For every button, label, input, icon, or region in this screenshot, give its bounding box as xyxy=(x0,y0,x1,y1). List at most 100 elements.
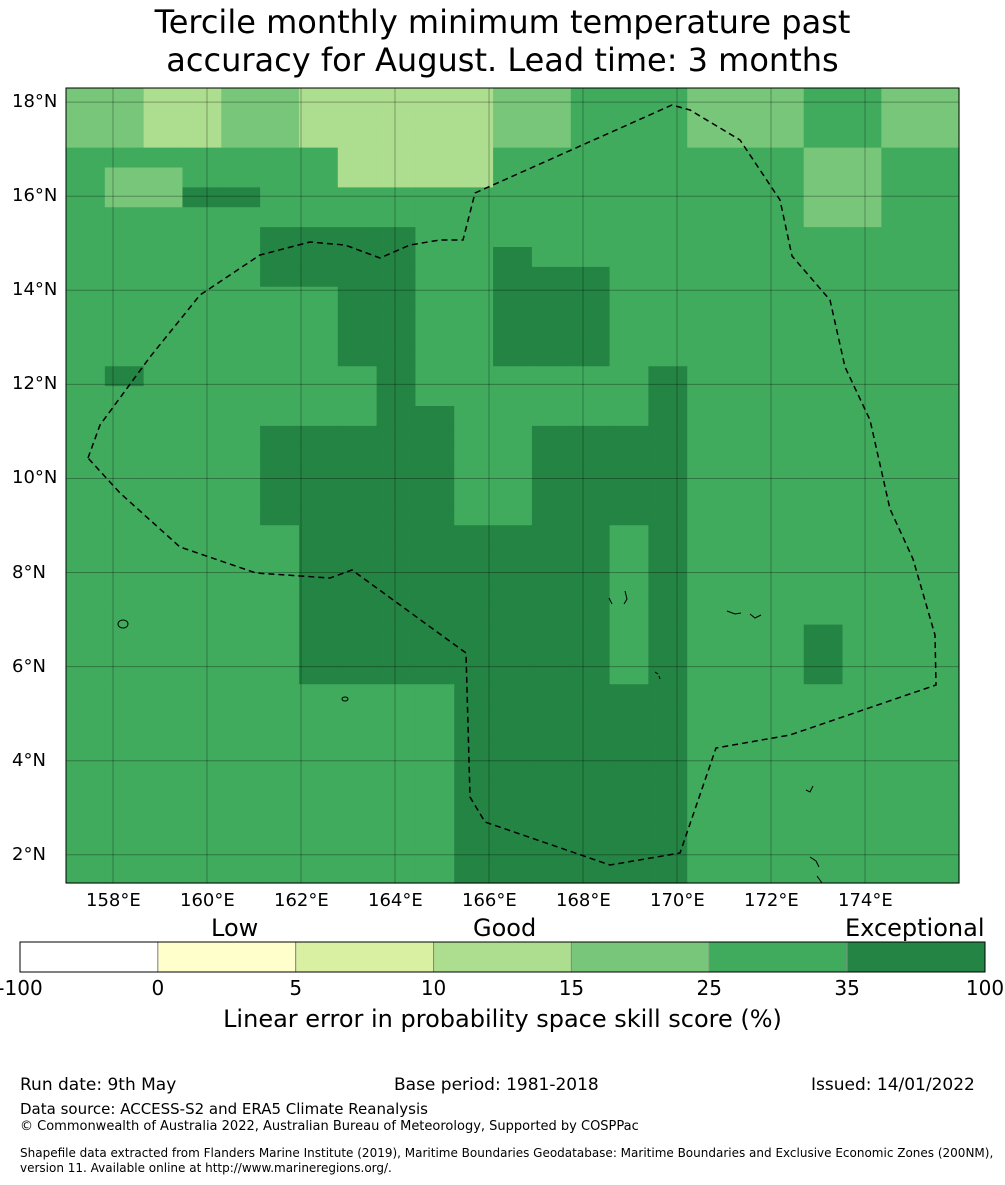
skill-cell xyxy=(454,286,494,308)
skill-cell xyxy=(415,565,455,586)
colorbar-title: Linear error in probability space skill … xyxy=(223,1005,782,1033)
skill-cell xyxy=(881,247,921,268)
skill-cell xyxy=(687,664,727,685)
skill-cell xyxy=(376,485,417,506)
skill-cell xyxy=(531,127,572,149)
skill-cell xyxy=(143,624,184,646)
skill-cell xyxy=(66,584,106,606)
skill-cell xyxy=(803,346,844,367)
skill-cell xyxy=(143,266,184,288)
skill-cell xyxy=(104,584,145,606)
skill-cell xyxy=(687,584,727,606)
skill-cell xyxy=(376,107,417,129)
skill-cell xyxy=(687,644,727,665)
skill-cell xyxy=(104,604,145,626)
skill-cell xyxy=(803,803,844,824)
skill-cell xyxy=(531,485,572,506)
skill-cell xyxy=(143,584,184,606)
skill-cell xyxy=(570,366,611,387)
skill-cell xyxy=(881,366,921,387)
skill-cell xyxy=(531,763,572,785)
skill-cell xyxy=(842,465,882,487)
skill-cell xyxy=(376,366,417,387)
skill-cell xyxy=(726,247,766,268)
skill-cell xyxy=(842,207,882,228)
skill-cell xyxy=(376,584,417,606)
skill-cell xyxy=(803,763,844,785)
skill-cell xyxy=(570,425,611,447)
skill-cell xyxy=(454,207,494,228)
skill-cell xyxy=(182,88,222,109)
skill-cell xyxy=(920,485,960,506)
skill-cell xyxy=(531,266,572,288)
skill-cell xyxy=(337,247,378,268)
skill-cell xyxy=(376,763,417,785)
skill-cell xyxy=(842,803,882,824)
skill-cell xyxy=(764,406,805,427)
skill-cell xyxy=(881,783,921,805)
skill-cell xyxy=(726,485,766,506)
skill-cell xyxy=(609,167,649,188)
skill-cell xyxy=(687,227,727,248)
skill-cell xyxy=(764,783,805,805)
skill-cell xyxy=(648,425,688,447)
skill-cell xyxy=(143,386,184,407)
skill-cell xyxy=(803,743,844,765)
skill-cell xyxy=(143,107,184,129)
skill-cell xyxy=(260,167,300,188)
skill-cell xyxy=(493,624,533,646)
skill-cell xyxy=(298,445,339,467)
skill-cell xyxy=(920,843,960,864)
skill-cell xyxy=(66,545,106,566)
skill-cell xyxy=(648,386,688,407)
skill-cell xyxy=(687,167,727,188)
skill-cell xyxy=(648,584,688,606)
skill-cell xyxy=(920,465,960,487)
skill-cell xyxy=(531,406,572,427)
skill-cell xyxy=(221,366,261,387)
skill-cell xyxy=(182,505,222,526)
skill-cell xyxy=(104,644,145,665)
skill-cell xyxy=(66,107,106,129)
skill-cell xyxy=(260,485,300,506)
skill-cell xyxy=(337,485,378,506)
skill-cell xyxy=(726,525,766,546)
skill-cell xyxy=(337,823,378,844)
skill-cell xyxy=(182,207,222,228)
skill-cell xyxy=(881,743,921,765)
skill-cell xyxy=(337,227,378,248)
skill-cell xyxy=(66,863,106,884)
skill-cell xyxy=(298,465,339,487)
skill-cell xyxy=(920,445,960,467)
skill-cell xyxy=(221,326,261,347)
skill-cell xyxy=(609,704,649,725)
skill-cell xyxy=(842,286,882,308)
skill-cell xyxy=(570,266,611,288)
skill-cell xyxy=(493,545,533,566)
skill-cell xyxy=(726,147,766,169)
skill-cell xyxy=(143,843,184,864)
skill-cell xyxy=(104,167,145,188)
skill-cell xyxy=(182,763,222,785)
skill-cell xyxy=(493,366,533,387)
skill-cell xyxy=(143,724,184,745)
skill-cell xyxy=(881,505,921,526)
skill-cell xyxy=(609,107,649,129)
skill-cell xyxy=(764,286,805,308)
skill-cell xyxy=(648,823,688,844)
skill-cell xyxy=(687,107,727,129)
skill-cell xyxy=(493,386,533,407)
skill-cell xyxy=(764,386,805,407)
skill-cell xyxy=(531,783,572,805)
skill-cell xyxy=(454,266,494,288)
skill-cell xyxy=(104,247,145,268)
skill-cell xyxy=(726,88,766,109)
skill-cell xyxy=(648,286,688,308)
skill-cell xyxy=(376,823,417,844)
skill-cell xyxy=(298,167,339,188)
skill-cell xyxy=(337,724,378,745)
skill-cell xyxy=(415,127,455,149)
skill-cell xyxy=(415,724,455,745)
skill-cell xyxy=(764,326,805,347)
skill-cell xyxy=(66,763,106,785)
